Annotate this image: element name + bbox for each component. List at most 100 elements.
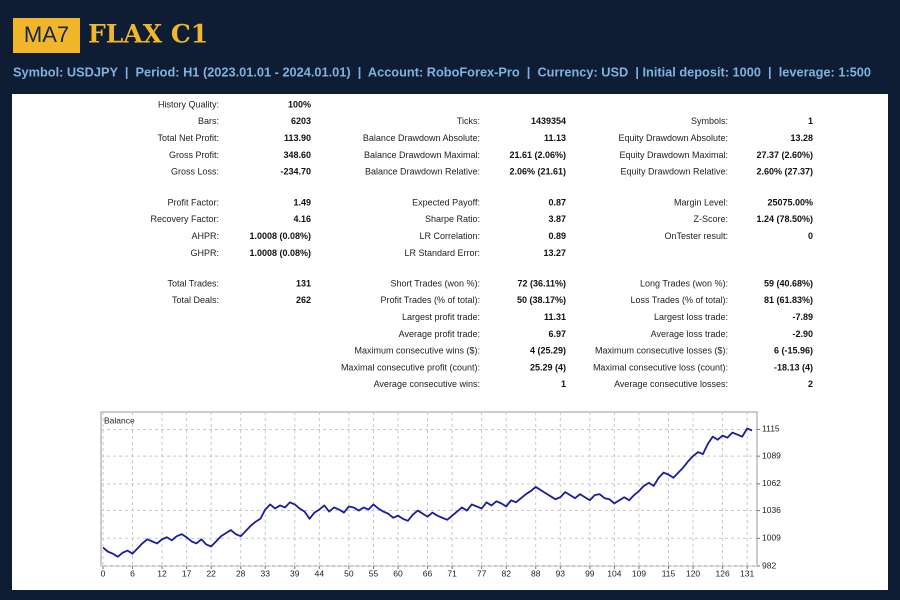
x-tick-label: 131 <box>740 568 754 578</box>
x-tick-label: 44 <box>315 568 325 578</box>
stat-value: 0.87 <box>548 197 566 207</box>
stat-value: 27.37 (2.60%) <box>756 150 813 160</box>
x-tick-label: 99 <box>585 568 595 578</box>
stat-label: Largest profit trade: <box>402 312 480 322</box>
x-tick-label: 6 <box>130 568 135 578</box>
stat-value: 25.29 (4) <box>530 362 566 372</box>
stat-label: Sharpe Ratio: <box>425 214 480 224</box>
x-tick-label: 126 <box>715 568 729 578</box>
stat-label: Expected Payoff: <box>412 197 480 207</box>
stat-label: Total Trades: <box>167 278 219 288</box>
stat-label: Bars: <box>198 116 219 126</box>
x-tick-label: 33 <box>261 568 271 578</box>
x-tick-label: 88 <box>531 568 541 578</box>
x-tick-label: 120 <box>686 568 700 578</box>
stat-value: 4.16 <box>293 214 311 224</box>
stat-value: 13.27 <box>543 248 566 258</box>
stat-label: Total Net Profit: <box>157 133 219 143</box>
y-tick-label: 1009 <box>762 533 781 543</box>
stat-label: Ticks: <box>457 116 480 126</box>
stat-value: 6.97 <box>548 329 566 339</box>
x-tick-label: 104 <box>607 568 621 578</box>
stat-value: 11.13 <box>544 133 566 143</box>
stat-label: Average consecutive losses: <box>614 379 728 389</box>
stat-value: 0.89 <box>548 231 566 241</box>
stat-label: Equity Drawdown Maximal: <box>619 150 728 160</box>
stat-value: 25075.00% <box>767 197 813 207</box>
x-tick-label: 12 <box>157 568 167 578</box>
stat-value: 1 <box>808 116 813 126</box>
stat-value: 131 <box>296 278 311 288</box>
stat-label: Equity Drawdown Relative: <box>620 167 728 177</box>
chart-frame <box>100 411 758 567</box>
stat-label: OnTester result: <box>664 231 728 241</box>
stat-value: 81 (61.83%) <box>764 295 813 305</box>
stat-value: 13.28 <box>790 133 813 143</box>
stat-value: 6203 <box>291 116 311 126</box>
stat-label: Profit Trades (% of total): <box>380 295 480 305</box>
logo-box <box>13 18 80 53</box>
chart-title: Balance <box>104 415 135 425</box>
stat-label: Average consecutive wins: <box>374 379 480 389</box>
stat-label: Maximal consecutive loss (count): <box>593 362 728 372</box>
x-tick-label: 109 <box>632 568 646 578</box>
stat-value: -2.90 <box>792 329 813 339</box>
stat-label: LR Correlation: <box>419 231 480 241</box>
stat-value: 1 <box>561 379 566 389</box>
logo: MA7 <box>24 22 69 47</box>
stat-label: Recovery Factor: <box>150 214 219 224</box>
x-tick-label: 0 <box>101 568 106 578</box>
stat-label: Long Trades (won %): <box>640 278 728 288</box>
x-tick-label: 39 <box>290 568 300 578</box>
stat-value: 3.87 <box>548 214 566 224</box>
title: FLAX C1 <box>88 20 208 49</box>
x-tick-label: 60 <box>393 568 403 578</box>
stat-label: Maximum consecutive losses ($): <box>595 346 728 356</box>
x-tick-label: 17 <box>182 568 192 578</box>
stat-label: LR Standard Error: <box>404 248 480 258</box>
stat-value: 2.60% (27.37) <box>756 167 813 177</box>
stat-label: Loss Trades (% of total): <box>630 295 728 305</box>
stat-value: -18.13 (4) <box>774 362 813 372</box>
stat-value: 2.06% (21.61) <box>509 167 566 177</box>
stat-value: 1.24 (78.50%) <box>756 214 813 224</box>
stat-label: Gross Loss: <box>171 167 219 177</box>
balance-line <box>102 427 753 558</box>
x-tick-label: 50 <box>344 568 354 578</box>
stat-label: Total Deals: <box>172 295 219 305</box>
y-tick-label: 1115 <box>762 424 780 434</box>
stat-value: 113.90 <box>284 133 311 143</box>
stat-label: Maximal consecutive profit (count): <box>341 362 480 372</box>
stat-value: 1439354 <box>531 116 566 126</box>
stat-value: 2 <box>808 379 813 389</box>
stat-label: Balance Drawdown Maximal: <box>364 150 480 160</box>
stat-value: 4 (25.29) <box>530 346 566 356</box>
x-tick-label: 115 <box>662 568 676 578</box>
stat-value: 59 (40.68%) <box>764 278 813 288</box>
stat-value: 0 <box>808 231 813 241</box>
stat-label: Maximum consecutive wins ($): <box>354 346 480 356</box>
stat-label: Z-Score: <box>693 214 728 224</box>
stat-label: Average profit trade: <box>399 329 480 339</box>
x-tick-label: 22 <box>206 568 216 578</box>
x-tick-label: 77 <box>477 568 487 578</box>
stat-value: 21.61 (2.06%) <box>509 150 566 160</box>
stat-value: 1.49 <box>293 197 311 207</box>
stat-label: AHPR: <box>191 231 219 241</box>
x-tick-label: 55 <box>369 568 379 578</box>
stat-label: Average loss trade: <box>651 329 728 339</box>
stat-value: 1.0008 (0.08%) <box>249 231 311 241</box>
stat-value: 348.60 <box>283 150 311 160</box>
y-tick-label: 1036 <box>762 505 781 515</box>
stat-label: History Quality: <box>158 99 219 109</box>
stat-label: Short Trades (won %): <box>390 278 480 288</box>
stat-value: 1.0008 (0.08%) <box>249 248 311 258</box>
info-line: Symbol: USDJPY | Period: H1 (2023.01.01 … <box>13 65 871 79</box>
y-tick-label: 982 <box>762 560 776 570</box>
x-tick-label: 66 <box>423 568 433 578</box>
stat-label: Symbols: <box>691 116 728 126</box>
x-tick-label: 82 <box>501 568 511 578</box>
stat-value: 6 (-15.96) <box>774 346 813 356</box>
